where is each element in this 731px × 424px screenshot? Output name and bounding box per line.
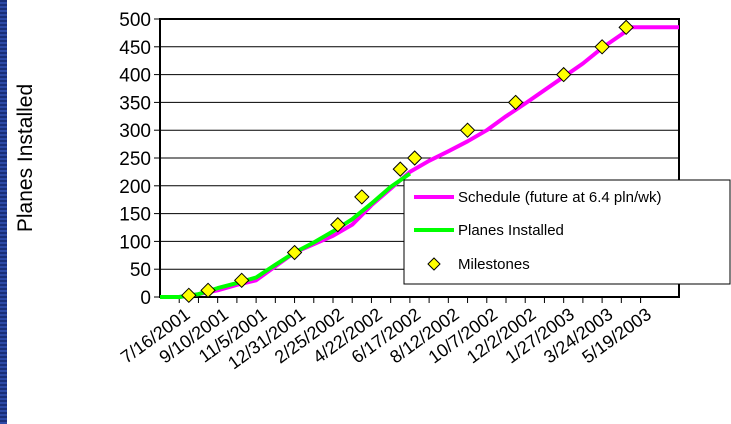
x-axis-ticks: 7/16/20019/10/200111/5/200112/31/20012/2… (117, 297, 655, 373)
y-axis-ticks: 0 50 100 150 200 250 300 350 400 450 500 (119, 10, 160, 309)
milestone-marker (286, 244, 303, 261)
milestone-marker (618, 19, 634, 36)
series-line-planes-installed (160, 171, 412, 299)
milestone-marker (406, 150, 423, 166)
legend-box (403, 179, 731, 285)
y-tick-label: 300 (119, 121, 151, 142)
y-tick-label: 500 (119, 10, 151, 31)
milestone-marker (181, 287, 197, 304)
milestone-marker (233, 272, 250, 289)
y-tick-label: 200 (119, 177, 151, 198)
milestone-marker (459, 122, 476, 138)
milestone-marker (330, 217, 346, 233)
y-tick-label: 400 (119, 66, 151, 87)
y-tick-label: 250 (119, 149, 151, 170)
y-tick-label: 150 (119, 205, 151, 226)
slide-edge-band (0, 0, 7, 424)
y-tick-label: 350 (119, 93, 151, 114)
y-tick-label: 450 (119, 38, 151, 59)
legend-label-schedule: Schedule (future at 6.4 pln/wk) (458, 189, 661, 206)
legend: Schedule (future at 6.4 pln/wk) Planes I… (403, 179, 731, 285)
milestone-marker (354, 189, 370, 205)
milestone-marker (392, 161, 408, 177)
milestone-marker (555, 66, 572, 83)
y-tick-label: 50 (130, 260, 151, 281)
y-axis-title: Planes Installed (14, 84, 37, 232)
y-tick-label: 100 (119, 232, 151, 253)
legend-label-installed: Planes Installed (458, 222, 564, 239)
legend-label-milestones: Milestones (458, 256, 530, 273)
legend-swatch-milestones (427, 257, 441, 271)
milestone-marker (200, 282, 216, 299)
milestone-markers (181, 19, 634, 304)
milestone-marker (507, 94, 524, 111)
milestone-marker (594, 39, 610, 55)
y-tick-label: 0 (140, 288, 151, 309)
